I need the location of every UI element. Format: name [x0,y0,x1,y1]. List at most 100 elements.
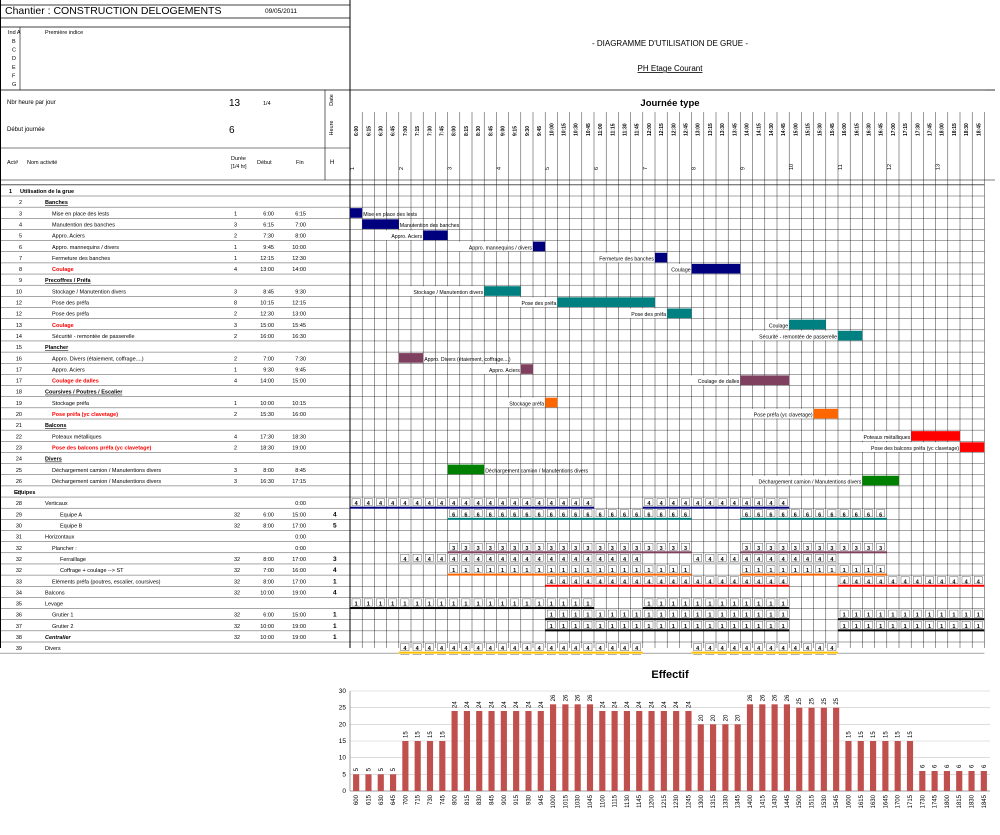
bar-data-label: 26 [785,694,791,701]
staff-cell [547,576,556,584]
staff-cell [571,543,580,551]
staff-value: 4 [513,646,517,652]
staff-cell [864,576,873,584]
time-slot-label: 8:30 [476,126,482,136]
bar-data-label: 5 [379,767,385,771]
staff-cell [693,621,702,629]
staff-value: 3 [550,546,553,552]
effectif-bar [562,704,569,791]
staff-value: 3 [757,546,760,552]
gantt-label-bg [855,442,959,452]
bar-data-label: 24 [477,701,483,708]
staff-cell [742,509,751,518]
staff-cell [839,565,849,573]
time-slot-label: 15:15 [806,123,812,136]
staff-value: 1 [599,613,602,619]
staff-cell [620,554,629,562]
staff-line [447,517,692,520]
x-tick-label: 1545 [834,794,840,808]
staff-cell [754,498,763,506]
h-column-label: H [330,160,334,166]
activity-debut: 7:00 [263,356,274,362]
staff-cell [876,565,885,573]
staff-cell [974,609,983,618]
staff-value: 1 [684,602,687,608]
staff-cell [693,643,702,651]
x-tick-label: 1315 [711,794,717,808]
staff-value: 4 [879,579,883,585]
activity-name: Coulage [52,267,74,273]
staff-cell [827,565,837,573]
time-slot-label: 7:15 [415,126,421,136]
activity-fin: 0:00 [295,535,306,541]
gantt-label-bg [384,230,423,241]
staff-cell [742,609,751,618]
staff-value: 1 [757,624,760,630]
time-slot-label: 14:30 [769,123,775,136]
x-tick-label: 1330 [723,794,729,808]
staff-value: 1 [586,613,589,619]
bar-data-label: 26 [773,694,779,701]
staff-cell [742,621,751,629]
staff-cell [461,543,471,551]
staff-cell [595,543,605,551]
staff-value: 4 [586,579,590,585]
x-tick-label: 1030 [576,794,582,808]
staff-value: 6 [830,512,833,518]
x-tick-label: 1015 [563,794,569,808]
staff-cell [583,609,593,618]
staff-cell [754,565,763,573]
time-slot-label: 16:00 [842,123,848,136]
bar-data-label: 5 [366,767,372,771]
activity-name: Pose des balcons préfa (yc clavetage) [52,445,152,451]
hour-number: 1 [350,167,356,170]
activity-duree: 4 [234,267,237,273]
staff-cell [791,509,800,518]
staff-cell [449,554,458,562]
staff-cell [522,643,532,651]
staff-value: 4 [708,501,712,507]
hour-number: 9 [740,167,746,170]
staff-line [740,551,887,554]
activity-debut: 17:30 [260,434,274,440]
activity-fin: 8:00 [295,234,306,240]
activity-num: 18 [16,390,22,396]
staff-cell [522,554,532,562]
nbr-heure-value: 13 [229,98,241,109]
staff-value: 1 [928,624,931,630]
staff-value: 1 [538,568,541,574]
time-slot-label: 17:30 [915,123,921,136]
staff-cell [754,543,763,551]
effectif-bar [599,711,606,791]
activity-fin: 17:00 [292,579,306,585]
activity-name: Pose des préfa [52,312,90,318]
staff-cell [717,576,727,584]
staff-cell [498,643,507,651]
staff-value: 4 [525,557,529,563]
x-tick-label: 730 [428,794,434,805]
document-date: 09/05/2011 [265,8,297,15]
nbr-heure-label: Nbr heure par jour [7,100,56,106]
bar-data-label: 6 [970,764,976,768]
staff-value: 4 [403,557,407,563]
activity-name: Fermeture des banches [52,256,110,262]
staff-cell [742,543,751,551]
activity-fin: 6:15 [295,211,306,217]
gantt-label-bg [401,286,484,296]
staff-value: 3 [489,546,492,552]
bar-data-label: 24 [686,701,692,708]
activity-name: Banches [45,200,68,206]
activity-fin: 19:00 [292,624,306,630]
staff-cell [949,621,959,629]
activity-num: 7 [19,256,22,262]
staff-cell [681,598,690,607]
staff-cell [620,543,629,551]
activity-duree: 1 [234,367,237,373]
effectif-bar [697,724,704,791]
staff-cell [876,509,885,518]
staff-value: 4 [904,579,908,585]
staff-value: 4 [501,501,505,507]
staff-cell [522,543,532,551]
x-tick-label: 1515 [810,794,816,808]
staff-value: 1 [635,624,638,630]
